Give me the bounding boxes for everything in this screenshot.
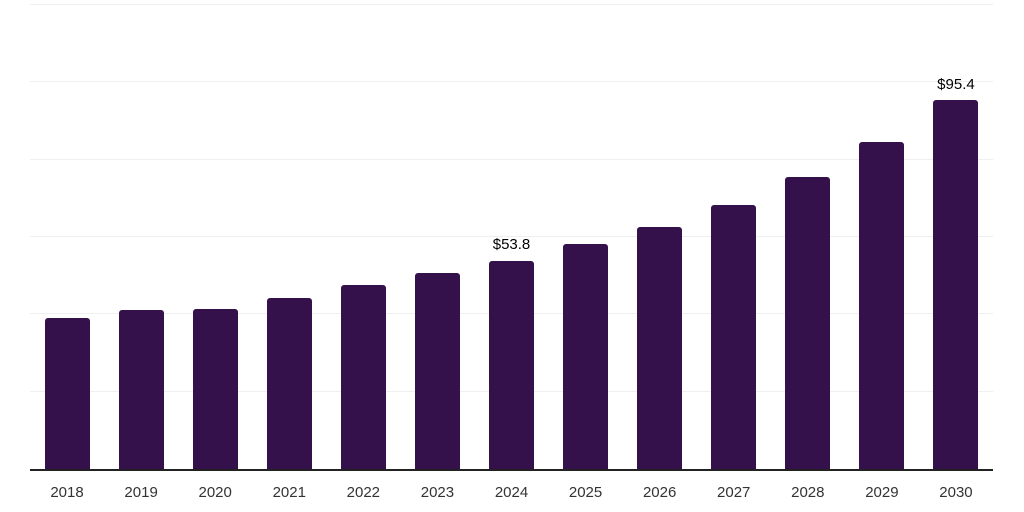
x-tick-2025: 2025: [568, 484, 603, 501]
bar-2024[interactable]: [489, 260, 534, 469]
bar-2022[interactable]: [340, 285, 386, 469]
bar-2018[interactable]: [44, 318, 90, 469]
bar-2025[interactable]: [563, 244, 609, 469]
gridline-100: [30, 81, 993, 83]
x-tick-2030: 2030: [939, 484, 973, 501]
x-tick-2019: 2019: [124, 484, 158, 501]
bar-2020[interactable]: [192, 308, 238, 469]
gridline-80: [30, 158, 993, 160]
value-label-2024: $53.8: [492, 236, 531, 254]
x-axis-line: [30, 469, 993, 471]
x-tick-2027: 2027: [717, 484, 751, 501]
x-tick-2023: 2023: [420, 484, 455, 501]
x-tick-2024: 2024: [494, 484, 529, 501]
bar-2021[interactable]: [266, 298, 312, 469]
bar-2023[interactable]: [414, 272, 460, 469]
x-tick-2028: 2028: [791, 484, 825, 501]
x-tick-2021: 2021: [272, 484, 306, 501]
bar-2026[interactable]: [637, 227, 683, 469]
x-tick-2029: 2029: [865, 484, 899, 501]
bars-layer: $53.8 $95.4: [30, 5, 993, 469]
bar-2019[interactable]: [118, 309, 164, 469]
plot-area: $53.8 $95.4: [30, 4, 993, 471]
x-tick-2020: 2020: [198, 484, 232, 501]
x-tick-2026: 2026: [642, 484, 677, 501]
x-tick-2022: 2022: [346, 484, 381, 501]
bar-2028[interactable]: [785, 177, 831, 469]
x-tick-2018: 2018: [50, 484, 84, 501]
bar-2027[interactable]: [711, 204, 757, 469]
bar-2030[interactable]: [933, 100, 979, 469]
gridline-120: [30, 4, 993, 5]
bar-2029[interactable]: [859, 142, 905, 469]
value-label-2030: $95.4: [937, 75, 975, 93]
x-axis-labels: 2018 2019 2020 2021 2022 2023 2024 2025 2026 2027…: [30, 484, 993, 504]
gridline-60: [30, 236, 993, 237]
